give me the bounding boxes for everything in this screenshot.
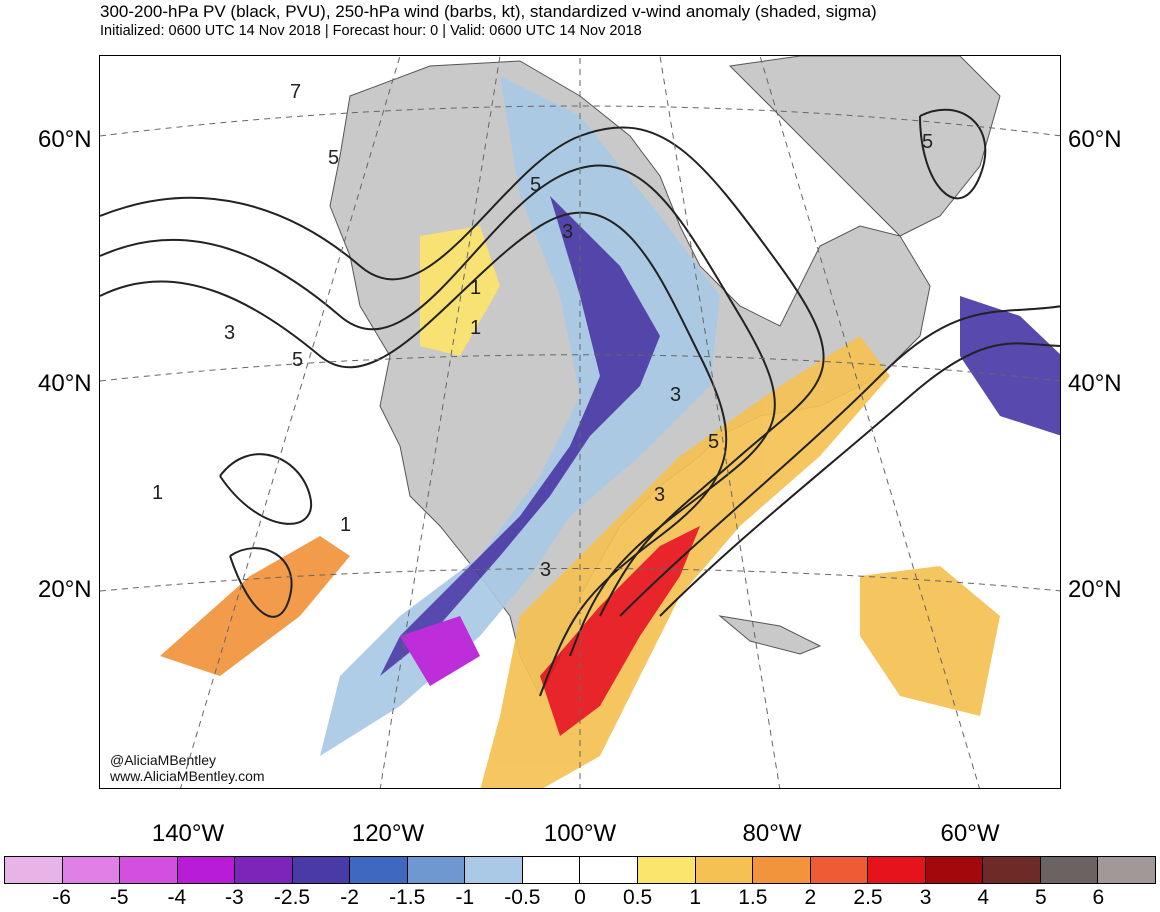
pv-contour-layer <box>100 108 1060 697</box>
pv-label: 1 <box>470 317 481 339</box>
colorbar-swatch <box>638 857 696 883</box>
pv-label: 3 <box>654 484 665 506</box>
colorbar-tick-label: 1.5 <box>738 886 768 909</box>
colorbar-tick-label: 0 <box>574 886 586 909</box>
colorbar-swatch <box>235 857 293 883</box>
colorbar-tick-label: 1 <box>689 886 702 909</box>
atlantic-negative-anomaly <box>960 296 1060 436</box>
pv-label: 1 <box>340 514 351 536</box>
colorbar-swatch <box>1040 857 1099 883</box>
colorbar-swatch <box>810 857 869 883</box>
credit-url: www.AliciaMBentley.com <box>110 768 265 784</box>
colorbar-tick-label: -2.5 <box>273 886 311 909</box>
lat-label-20n-right: 20°N <box>1068 576 1122 603</box>
colorbar-swatch <box>925 857 984 883</box>
colorbar-tick-label: 3 <box>919 886 932 909</box>
pv-label: 3 <box>562 221 573 243</box>
colorbar-swatch <box>465 857 523 883</box>
colorbar-swatch <box>5 857 63 883</box>
pv-contour <box>100 164 776 657</box>
colorbar-tick-label: -1 <box>455 886 475 909</box>
pv-label: 3 <box>670 384 681 406</box>
colorbar-swatch <box>177 857 236 883</box>
colorbar-tick-label: 2 <box>804 886 817 909</box>
lon-label-100w: 100°W <box>543 820 617 847</box>
lat-label-20n-left: 20°N <box>38 576 92 603</box>
pv-label: 3 <box>224 322 235 344</box>
colorbar-swatch <box>120 857 178 883</box>
pv-contour <box>229 547 293 618</box>
colorbar-tick-label: -2 <box>340 886 359 909</box>
greenland-land <box>728 56 1001 237</box>
strong-negative-anomaly <box>380 196 660 676</box>
colorbar-swatch <box>753 857 811 883</box>
pv-label: 5 <box>292 349 303 371</box>
colorbar-tick-label: -4 <box>167 886 187 909</box>
lon-label-120w: 120°W <box>351 820 425 847</box>
colorbar-swatch <box>983 857 1041 883</box>
lat-label-40n-right: 40°N <box>1068 370 1122 397</box>
colorbar-tick-label: 4 <box>977 886 990 909</box>
pv-contour-labels: 7 5 5 3 3 1 5 1 1 3 3 5 5 3 1 <box>152 81 933 581</box>
pv-label: 7 <box>290 81 301 103</box>
caribbean-positive-anomaly <box>860 566 1000 716</box>
colorbar <box>4 856 1156 884</box>
colorbar-tick-label: 5 <box>1034 886 1047 909</box>
pv-label: 1 <box>152 482 163 504</box>
colorbar-swatch <box>350 857 408 883</box>
colorbar-tick-label: -3 <box>225 886 244 909</box>
colorbar-swatch <box>1098 857 1155 883</box>
pv-contour <box>219 453 313 525</box>
lat-label-60n-right: 60°N <box>1068 126 1122 153</box>
colorbar-tick-label: -6 <box>52 886 71 909</box>
colorbar-tick-label: 2.5 <box>853 886 883 909</box>
pv-contour <box>659 342 1060 617</box>
colorbar-tick-label: -1.5 <box>389 886 426 909</box>
lon-label-140w: 140°W <box>151 820 225 847</box>
colorbar-swatch <box>292 857 351 883</box>
pv-contour <box>619 305 1060 617</box>
pv-label: 3 <box>540 559 551 581</box>
colorbar-swatch <box>580 857 639 883</box>
chart-title: 300-200-hPa PV (black, PVU), 250-hPa win… <box>100 2 877 21</box>
negative-anomaly-band <box>320 76 720 756</box>
lon-label-80w: 80°W <box>742 820 802 847</box>
map-panel[interactable]: 7 5 5 3 3 1 5 1 1 3 3 5 5 3 1 <box>99 55 1061 789</box>
pv-label: 5 <box>328 147 339 169</box>
anomaly-layer <box>160 76 1060 788</box>
colorbar-swatch <box>868 857 926 883</box>
pv-contour <box>100 211 728 697</box>
chart-subtitle: Initialized: 0600 UTC 14 Nov 2018 | Fore… <box>100 23 642 39</box>
colorbar-tick-label: -0.5 <box>504 886 541 909</box>
credit-handle: @AliciaMBentley <box>110 752 217 768</box>
pv-label: 5 <box>530 174 541 196</box>
lat-label-60n-left: 60°N <box>38 126 92 153</box>
pv-label: 1 <box>470 277 481 299</box>
colorbar-tick-label: 6 <box>1092 886 1105 909</box>
colorbar-swatch <box>62 857 121 883</box>
colorbar-swatch <box>522 857 581 883</box>
colorbar-tick-label: 0.5 <box>622 886 653 909</box>
pv-label: 5 <box>922 131 933 153</box>
colorbar-swatch <box>407 857 466 883</box>
lon-label-60w: 60°W <box>940 820 1000 847</box>
graticule-layer <box>100 56 1060 788</box>
colorbar-tick-label: -5 <box>109 886 129 909</box>
pv-label: 5 <box>708 431 719 453</box>
pv-contour <box>100 126 825 617</box>
colorbar-swatch <box>695 857 754 883</box>
lat-label-40n-left: 40°N <box>38 370 92 397</box>
cuba-land <box>718 615 822 655</box>
pv-contour <box>919 108 987 200</box>
map-canvas: 7 5 5 3 3 1 5 1 1 3 3 5 5 3 1 <box>100 56 1060 788</box>
peak-negative-anomaly <box>400 616 480 686</box>
